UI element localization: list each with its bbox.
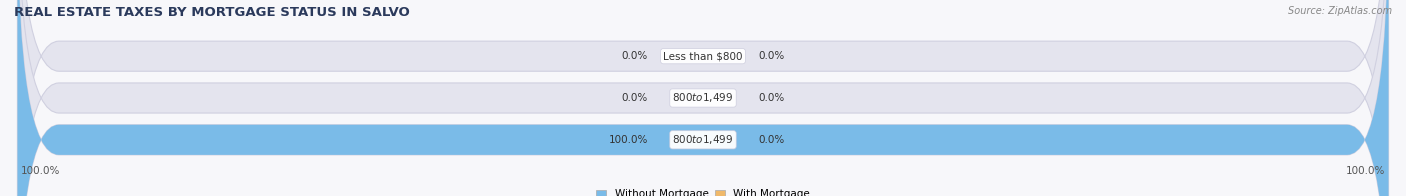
FancyBboxPatch shape bbox=[17, 0, 1389, 196]
Text: 100.0%: 100.0% bbox=[1346, 166, 1385, 176]
Text: $800 to $1,499: $800 to $1,499 bbox=[672, 92, 734, 104]
Text: 0.0%: 0.0% bbox=[621, 93, 648, 103]
Text: Less than $800: Less than $800 bbox=[664, 51, 742, 61]
Text: 100.0%: 100.0% bbox=[21, 166, 60, 176]
Text: 0.0%: 0.0% bbox=[758, 135, 785, 145]
Text: $800 to $1,499: $800 to $1,499 bbox=[672, 133, 734, 146]
Text: Source: ZipAtlas.com: Source: ZipAtlas.com bbox=[1288, 6, 1392, 16]
Legend: Without Mortgage, With Mortgage: Without Mortgage, With Mortgage bbox=[596, 189, 810, 196]
Text: REAL ESTATE TAXES BY MORTGAGE STATUS IN SALVO: REAL ESTATE TAXES BY MORTGAGE STATUS IN … bbox=[14, 6, 409, 19]
FancyBboxPatch shape bbox=[17, 0, 1389, 196]
FancyBboxPatch shape bbox=[17, 0, 1389, 196]
Text: 100.0%: 100.0% bbox=[609, 135, 648, 145]
FancyBboxPatch shape bbox=[17, 0, 1389, 196]
Text: 0.0%: 0.0% bbox=[758, 93, 785, 103]
Text: 0.0%: 0.0% bbox=[621, 51, 648, 61]
Text: 0.0%: 0.0% bbox=[758, 51, 785, 61]
